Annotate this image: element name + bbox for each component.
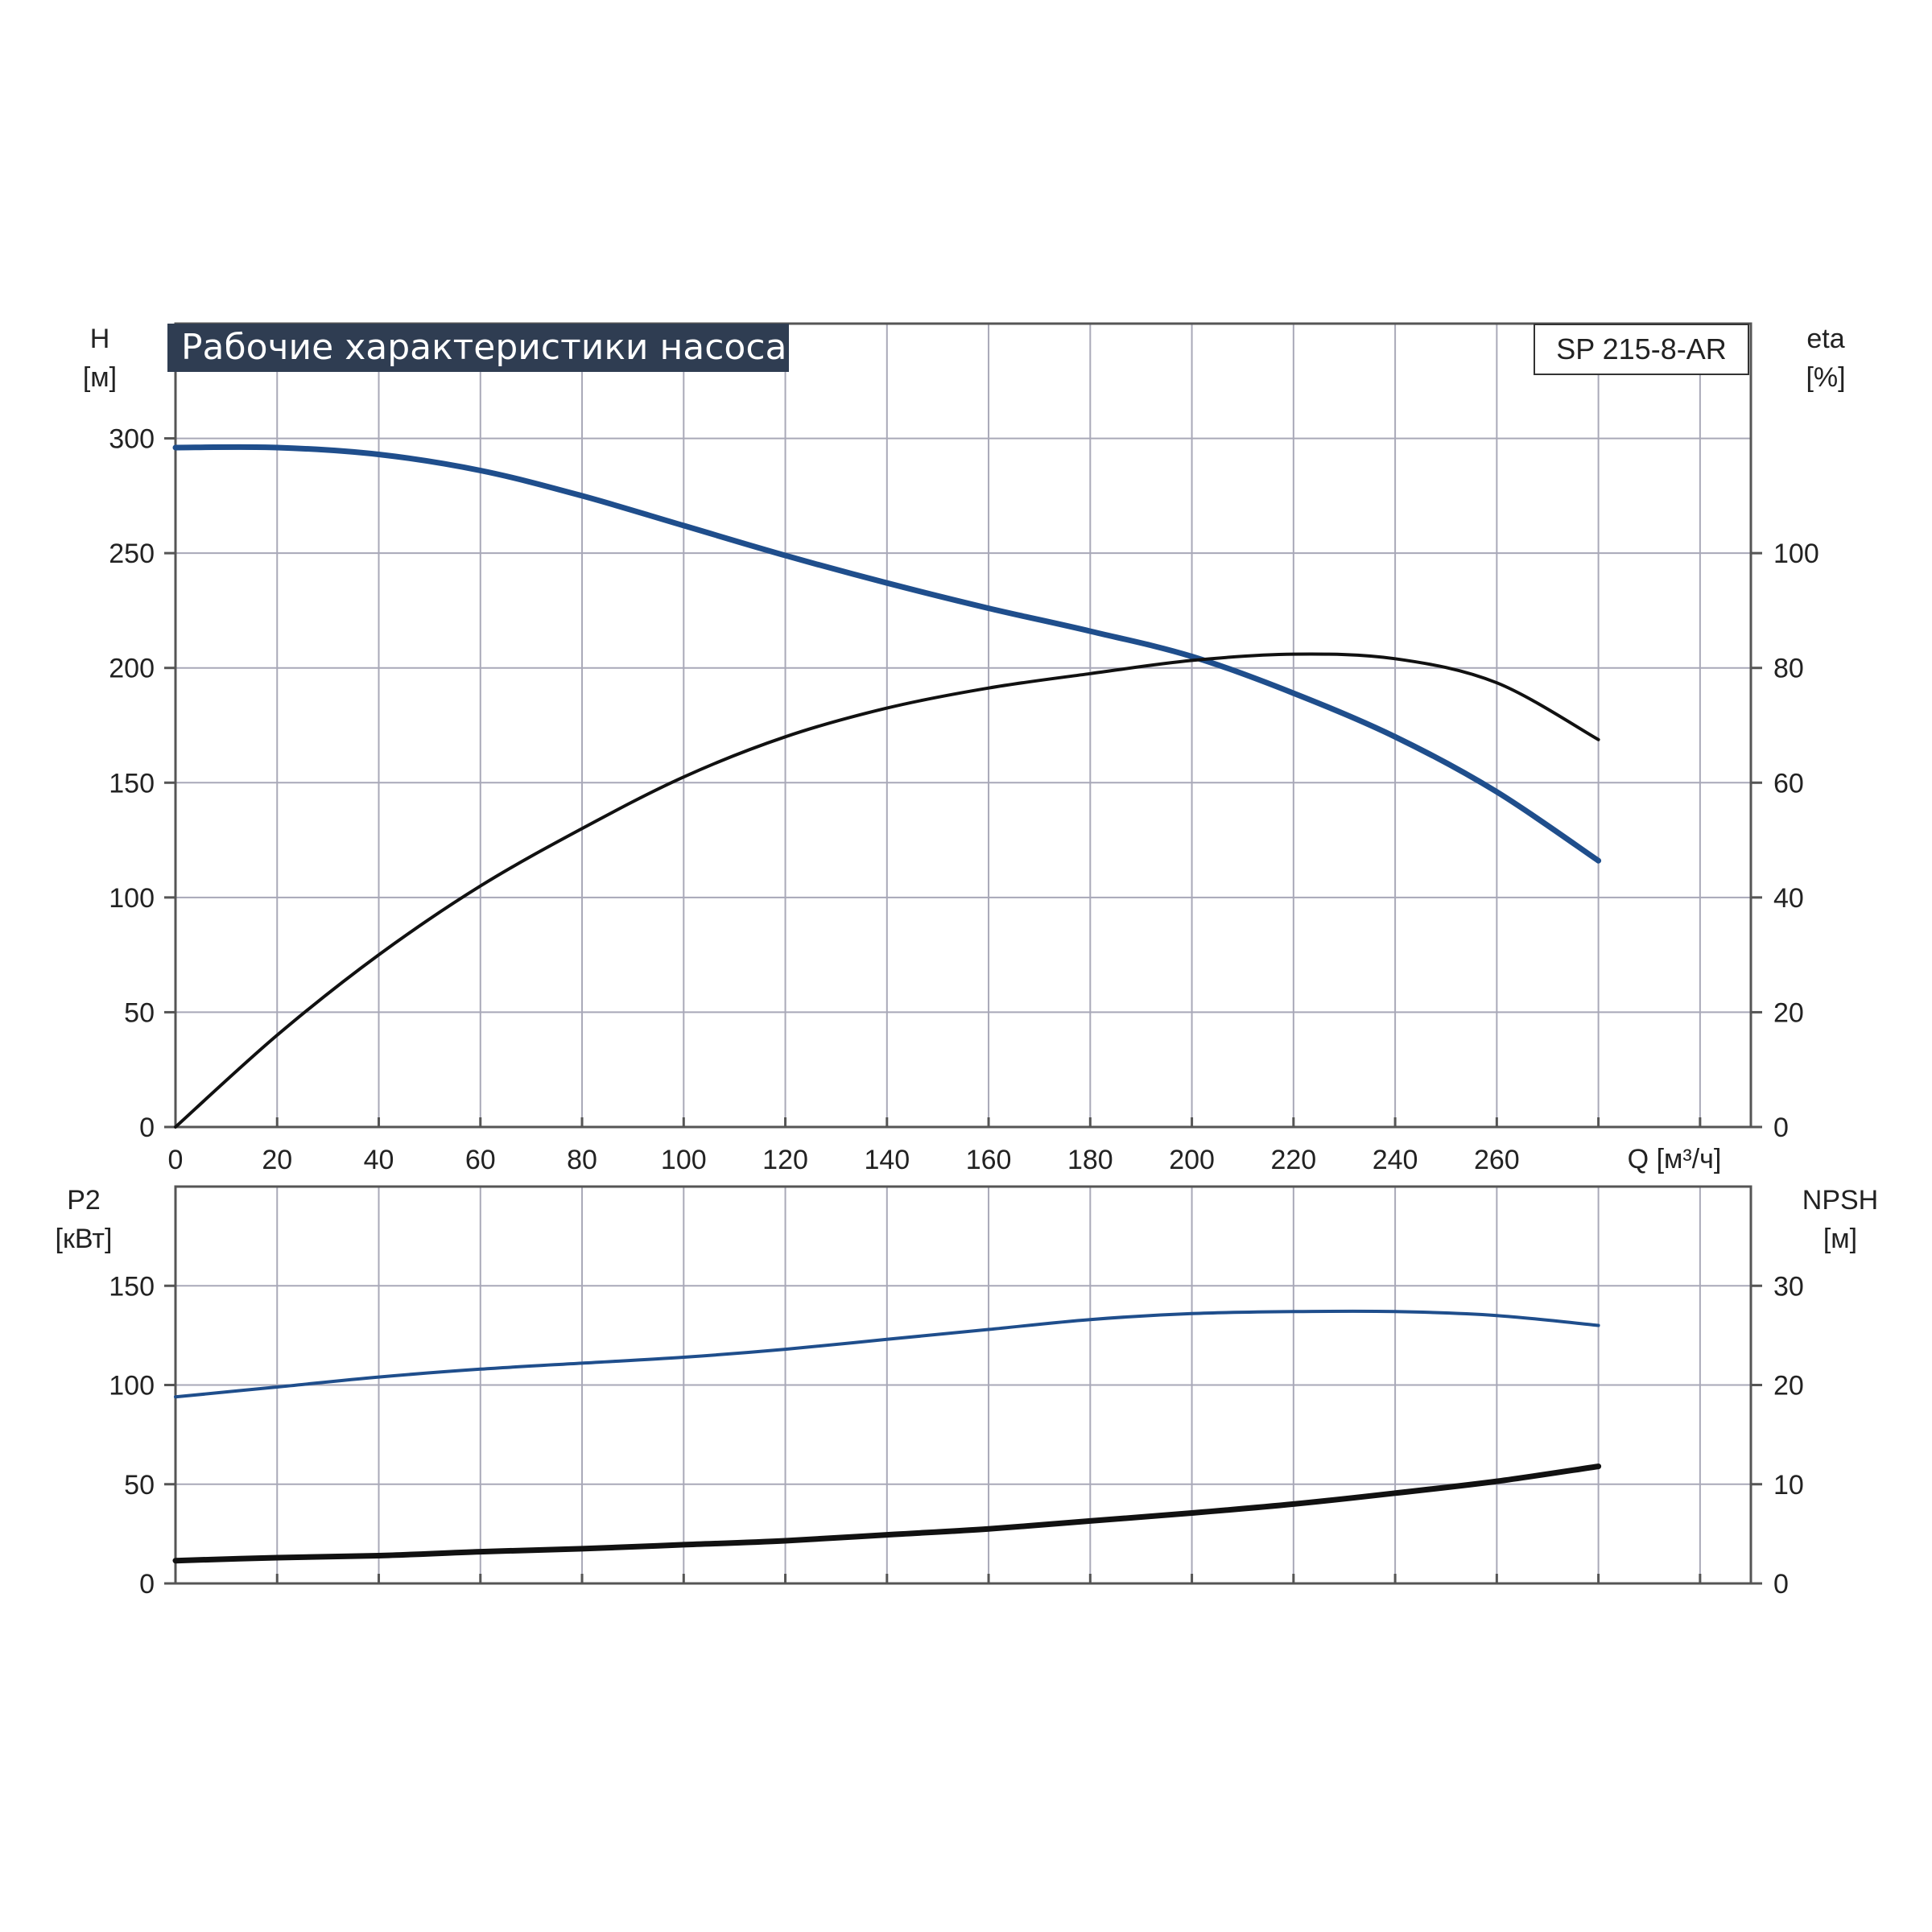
bottom-grid bbox=[175, 1187, 1751, 1584]
y2-axis-label: eta bbox=[1806, 324, 1844, 354]
bottom-axis-ticks: 0 50 100 150 0 10 20 30 bbox=[109, 1271, 1804, 1600]
chart-title: Рабочие характеристики насоса bbox=[181, 327, 786, 368]
title-background bbox=[167, 324, 789, 372]
top-ytick-label: 300 bbox=[109, 424, 155, 455]
bottom-y2tick-label: 30 bbox=[1773, 1271, 1804, 1302]
top-xtick-label: 100 bbox=[661, 1145, 707, 1175]
top-grid bbox=[175, 324, 1751, 1128]
bottom-y2tick-label: 10 bbox=[1773, 1470, 1804, 1501]
p2-axis-unit: [кВт] bbox=[56, 1224, 113, 1254]
model-label-frame bbox=[1534, 324, 1749, 375]
top-series-0-line bbox=[172, 444, 1602, 864]
npsh-axis-unit: [м] bbox=[1823, 1224, 1857, 1254]
top-y2tick-label: 40 bbox=[1773, 883, 1804, 914]
top-y2tick-label: 20 bbox=[1773, 997, 1804, 1028]
top-y2tick-label: 100 bbox=[1773, 539, 1819, 569]
bottom-ytick-label: 0 bbox=[139, 1569, 155, 1600]
top-xtick-label: 200 bbox=[1169, 1145, 1215, 1175]
power-npsh-panel: 0 50 100 150 0 10 20 30 P2 [кВт] NPSH [м] bbox=[56, 1185, 1879, 1600]
top-xtick-label: 220 bbox=[1270, 1145, 1316, 1175]
top-xtick-label: 140 bbox=[864, 1145, 910, 1175]
bottom-ytick-label: 150 bbox=[109, 1271, 155, 1302]
x-axis-label: Q [м³/ч] bbox=[1628, 1144, 1722, 1174]
p2-axis-label: P2 bbox=[67, 1185, 101, 1216]
top-xtick-label: 160 bbox=[966, 1145, 1012, 1175]
y-axis-label: H bbox=[90, 324, 110, 354]
model-label: SP 215-8-AR bbox=[1556, 332, 1726, 365]
top-y2tick-label: 80 bbox=[1773, 654, 1804, 684]
top-plot-frame bbox=[174, 322, 1752, 1129]
top-xtick-label: 60 bbox=[465, 1145, 496, 1175]
top-xtick-label: 180 bbox=[1067, 1145, 1113, 1175]
bottom-series-0-line bbox=[174, 1309, 1600, 1399]
bottom-y2tick-label: 0 bbox=[1773, 1569, 1789, 1600]
top-xtick-label: 240 bbox=[1373, 1145, 1418, 1175]
top-ytick-label: 100 bbox=[109, 883, 155, 914]
bottom-series-1-line bbox=[172, 1463, 1602, 1564]
top-xtick-label: 0 bbox=[168, 1145, 184, 1175]
top-ytick-label: 50 bbox=[124, 997, 155, 1028]
top-ytick-label: 150 bbox=[109, 768, 155, 799]
bottom-ytick-label: 50 bbox=[124, 1470, 155, 1501]
top-curves bbox=[172, 444, 1602, 1129]
bottom-curves bbox=[172, 1309, 1602, 1564]
bottom-y2tick-label: 20 bbox=[1773, 1371, 1804, 1402]
bottom-ytick-label: 100 bbox=[109, 1371, 155, 1402]
top-xtick-label: 20 bbox=[262, 1145, 292, 1175]
top-xtick-label: 260 bbox=[1474, 1145, 1520, 1175]
top-xtick-label: 40 bbox=[364, 1145, 394, 1175]
npsh-axis-label: NPSH bbox=[1802, 1185, 1878, 1216]
top-y2tick-label: 60 bbox=[1773, 768, 1804, 799]
top-series-1-line bbox=[174, 652, 1600, 1129]
model-label-box: SP 215-8-AR bbox=[1534, 324, 1749, 375]
top-xtick-label: 80 bbox=[567, 1145, 597, 1175]
top-ytick-label: 0 bbox=[139, 1113, 155, 1143]
y2-axis-unit: [%] bbox=[1806, 362, 1845, 393]
y-axis-unit: [м] bbox=[83, 362, 117, 393]
top-ytick-label: 200 bbox=[109, 654, 155, 684]
top-axis-ticks: 0 50 100 150 200 250 300 0 20 40 60 80 100 0 20 40 60 80 1… bbox=[109, 424, 1818, 1175]
head-efficiency-panel: 0 50 100 150 200 250 300 0 20 40 60 80 100 0 20 40 60 80 1… bbox=[83, 322, 1846, 1175]
top-ytick-label: 250 bbox=[109, 539, 155, 569]
title-banner: Рабочие характеристики насоса bbox=[167, 324, 789, 372]
top-y2tick-label: 0 bbox=[1773, 1113, 1789, 1143]
top-xtick-label: 120 bbox=[762, 1145, 808, 1175]
